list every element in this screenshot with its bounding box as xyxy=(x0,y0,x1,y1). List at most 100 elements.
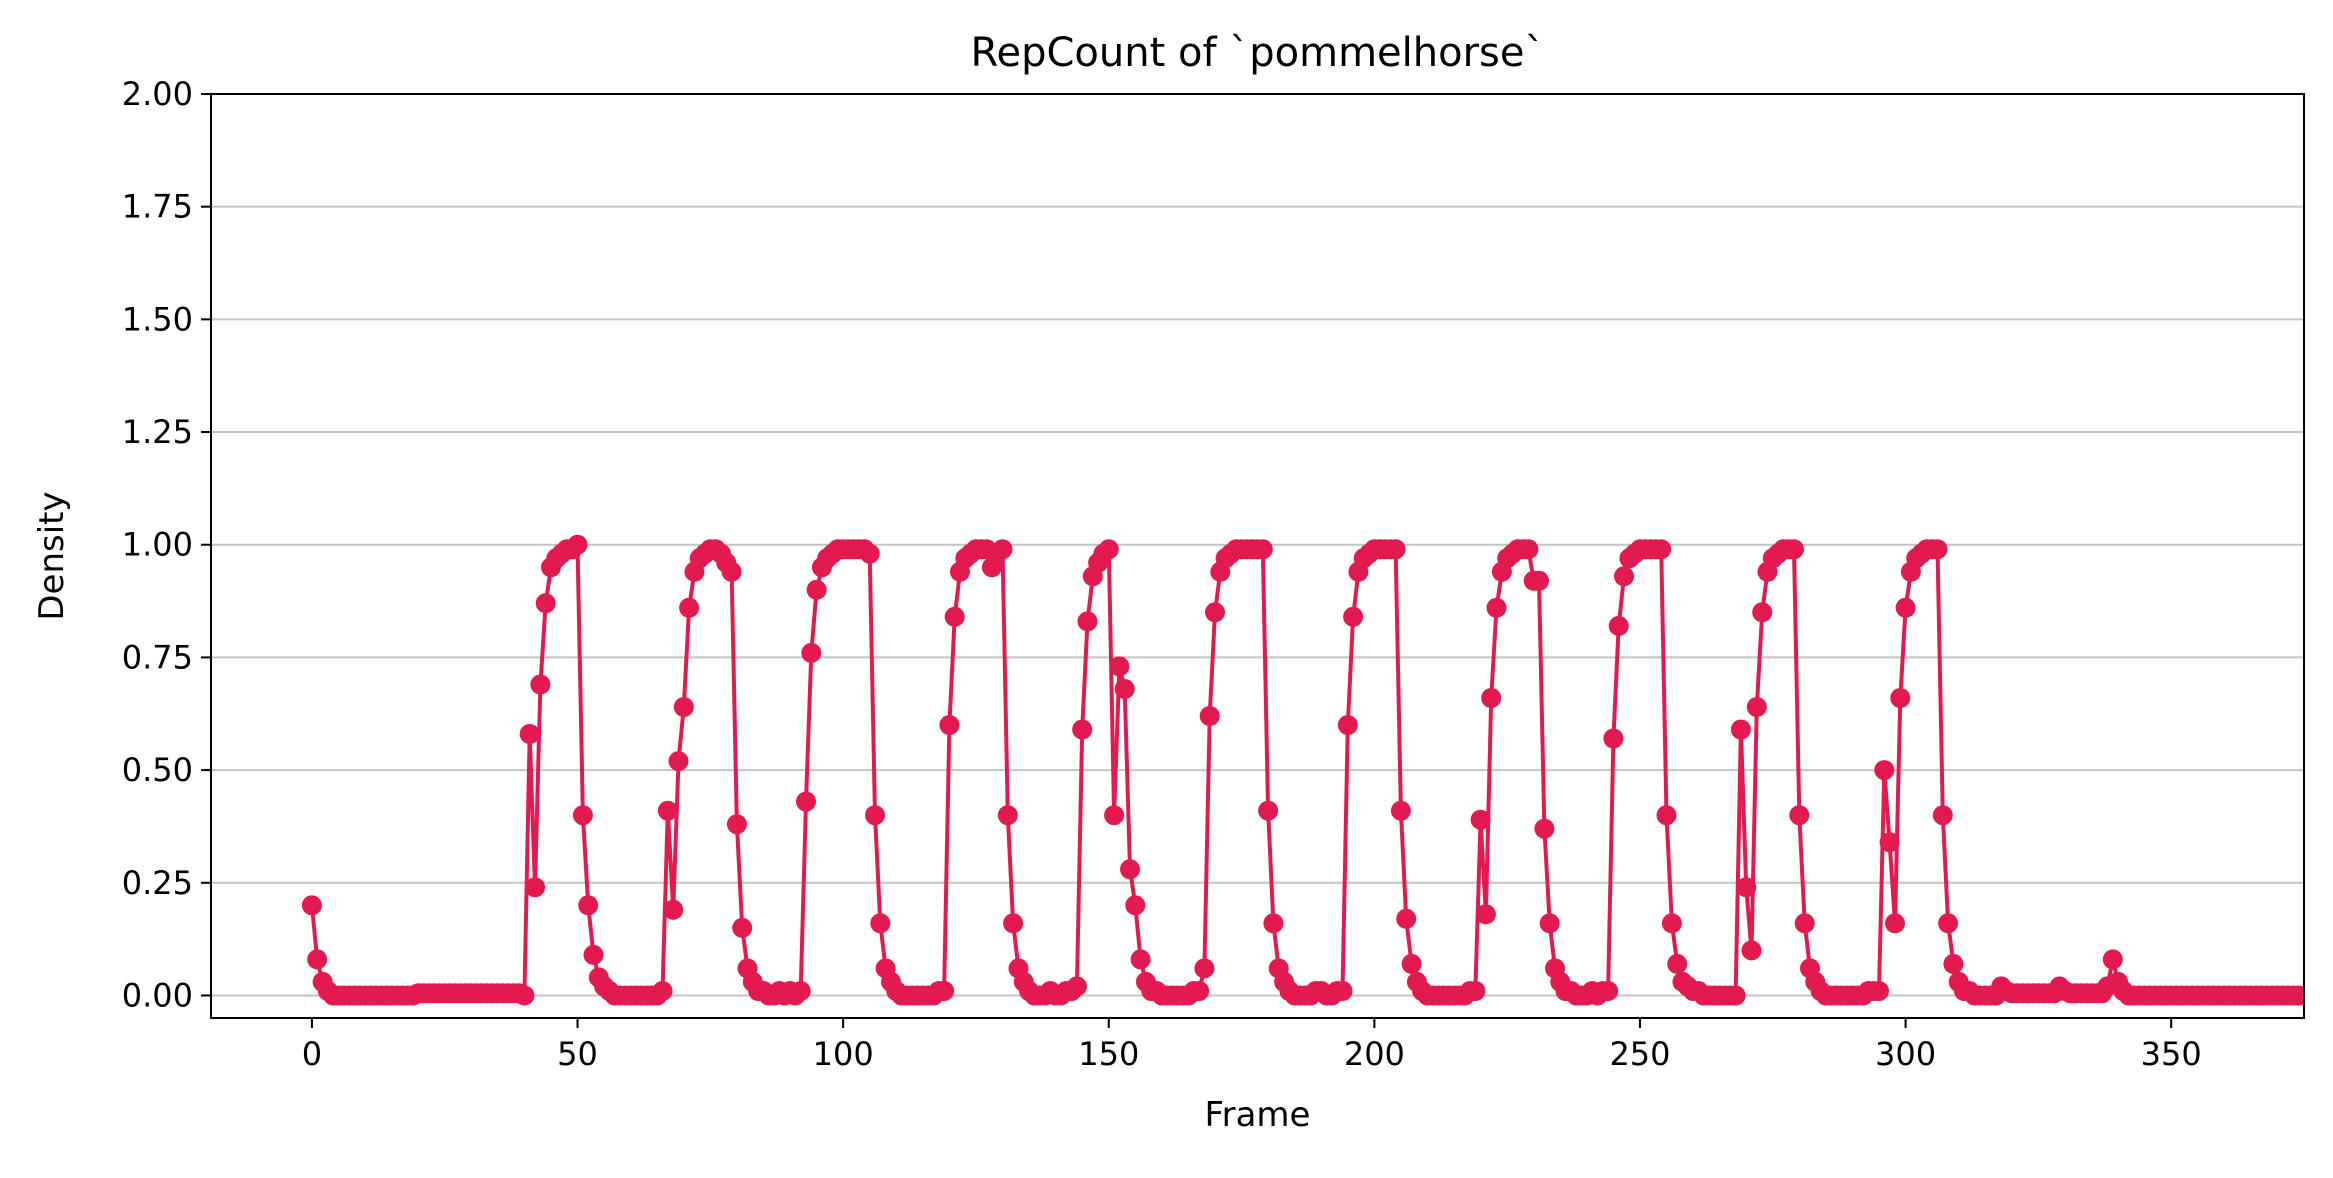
data-point xyxy=(1189,981,1210,1001)
data-point xyxy=(1927,539,1948,560)
data-point xyxy=(806,579,827,600)
data-point xyxy=(1784,539,1804,560)
x-tick-label: 350 xyxy=(2141,1035,2202,1073)
data-point xyxy=(1598,981,1619,1001)
data-point xyxy=(663,899,684,920)
data-point xyxy=(578,895,599,916)
data-point xyxy=(2288,985,2304,1006)
x-tick-label: 150 xyxy=(1078,1035,1139,1073)
data-point xyxy=(679,597,700,618)
data-point xyxy=(583,944,604,965)
data-point xyxy=(1098,539,1119,560)
data-point xyxy=(1343,606,1364,627)
data-point xyxy=(1932,805,1953,826)
data-point xyxy=(1003,913,1024,934)
data-point xyxy=(1481,688,1502,708)
x-tick-label: 0 xyxy=(302,1035,322,1073)
data-point xyxy=(1385,539,1406,560)
data-point xyxy=(1667,953,1688,974)
y-tick-label: 0.00 xyxy=(122,976,193,1014)
data-point xyxy=(301,895,322,916)
data-point xyxy=(514,985,535,1006)
data-point xyxy=(572,805,593,826)
x-tick-label: 300 xyxy=(1875,1035,1936,1073)
data-point xyxy=(1077,611,1098,632)
x-axis-label: Frame xyxy=(1205,1095,1311,1135)
data-point xyxy=(1486,597,1507,618)
x-tick-label: 200 xyxy=(1344,1035,1405,1073)
data-point xyxy=(2102,949,2123,970)
data-point xyxy=(307,949,328,970)
data-point xyxy=(865,805,885,826)
data-point xyxy=(519,724,540,744)
data-point xyxy=(1608,615,1629,636)
data-point xyxy=(1252,539,1273,560)
data-point xyxy=(726,814,747,835)
data-point xyxy=(1789,805,1810,826)
data-point xyxy=(801,642,822,663)
y-tick-label: 1.25 xyxy=(122,413,193,451)
plot-frame xyxy=(210,93,2305,1019)
data-point xyxy=(992,539,1013,560)
data-point xyxy=(1104,805,1125,826)
data-point xyxy=(1746,697,1767,717)
data-point xyxy=(1879,832,1900,853)
data-point xyxy=(1603,728,1624,749)
data-point xyxy=(944,606,965,627)
data-point xyxy=(1401,953,1422,974)
data-point xyxy=(1258,800,1279,821)
data-point xyxy=(1874,760,1895,781)
data-point xyxy=(1114,679,1135,699)
y-tick-label: 1.50 xyxy=(122,300,193,338)
x-tick-label: 250 xyxy=(1609,1035,1670,1073)
y-tick-label: 1.75 xyxy=(122,188,193,226)
data-point xyxy=(530,674,551,695)
y-tick-label: 2.00 xyxy=(122,75,193,113)
data-point xyxy=(1332,981,1353,1001)
data-point xyxy=(1390,800,1411,821)
y-tick-label: 0.25 xyxy=(122,864,193,902)
x-tick-label: 50 xyxy=(557,1035,598,1073)
data-point xyxy=(1656,805,1677,826)
data-point xyxy=(997,805,1018,826)
y-axis-label: Density xyxy=(32,491,72,620)
data-point xyxy=(1205,602,1225,623)
data-point xyxy=(1539,913,1560,934)
data-point xyxy=(1194,958,1215,979)
data-point xyxy=(652,981,673,1001)
data-point xyxy=(657,800,678,821)
data-point xyxy=(1869,981,1889,1001)
data-point xyxy=(790,981,811,1001)
data-point xyxy=(1938,913,1959,934)
data-point xyxy=(1130,949,1151,970)
data-point xyxy=(796,791,816,812)
data-point xyxy=(1651,539,1672,560)
data-point xyxy=(535,593,556,614)
data-series xyxy=(301,534,2304,1006)
data-point xyxy=(1885,913,1905,934)
data-point xyxy=(1475,904,1496,925)
data-point xyxy=(1109,656,1130,677)
data-point xyxy=(525,877,545,898)
data-point xyxy=(870,913,891,934)
data-point xyxy=(1614,566,1634,587)
data-point xyxy=(1066,976,1087,997)
data-point xyxy=(567,534,588,555)
data-point xyxy=(1120,859,1140,880)
chart-title: RepCount of `pommelhorse` xyxy=(970,30,1544,76)
data-point xyxy=(1534,818,1555,839)
data-point xyxy=(1741,940,1762,961)
data-point xyxy=(1396,908,1417,929)
data-point xyxy=(934,981,955,1001)
y-tick-label: 1.00 xyxy=(122,526,193,564)
data-point xyxy=(1736,877,1757,898)
data-point xyxy=(1890,688,1911,708)
data-point xyxy=(859,543,880,564)
x-tick-label: 100 xyxy=(813,1035,874,1073)
data-point xyxy=(732,917,753,938)
y-tick-label: 0.50 xyxy=(122,751,193,789)
axis-ticks: 0.00 0.25 0.50 0.75 1.00 1.25 1.50 1.75 2.00 0 50 1… xyxy=(122,75,2202,1073)
data-point xyxy=(1529,570,1549,591)
data-point xyxy=(1518,539,1539,560)
